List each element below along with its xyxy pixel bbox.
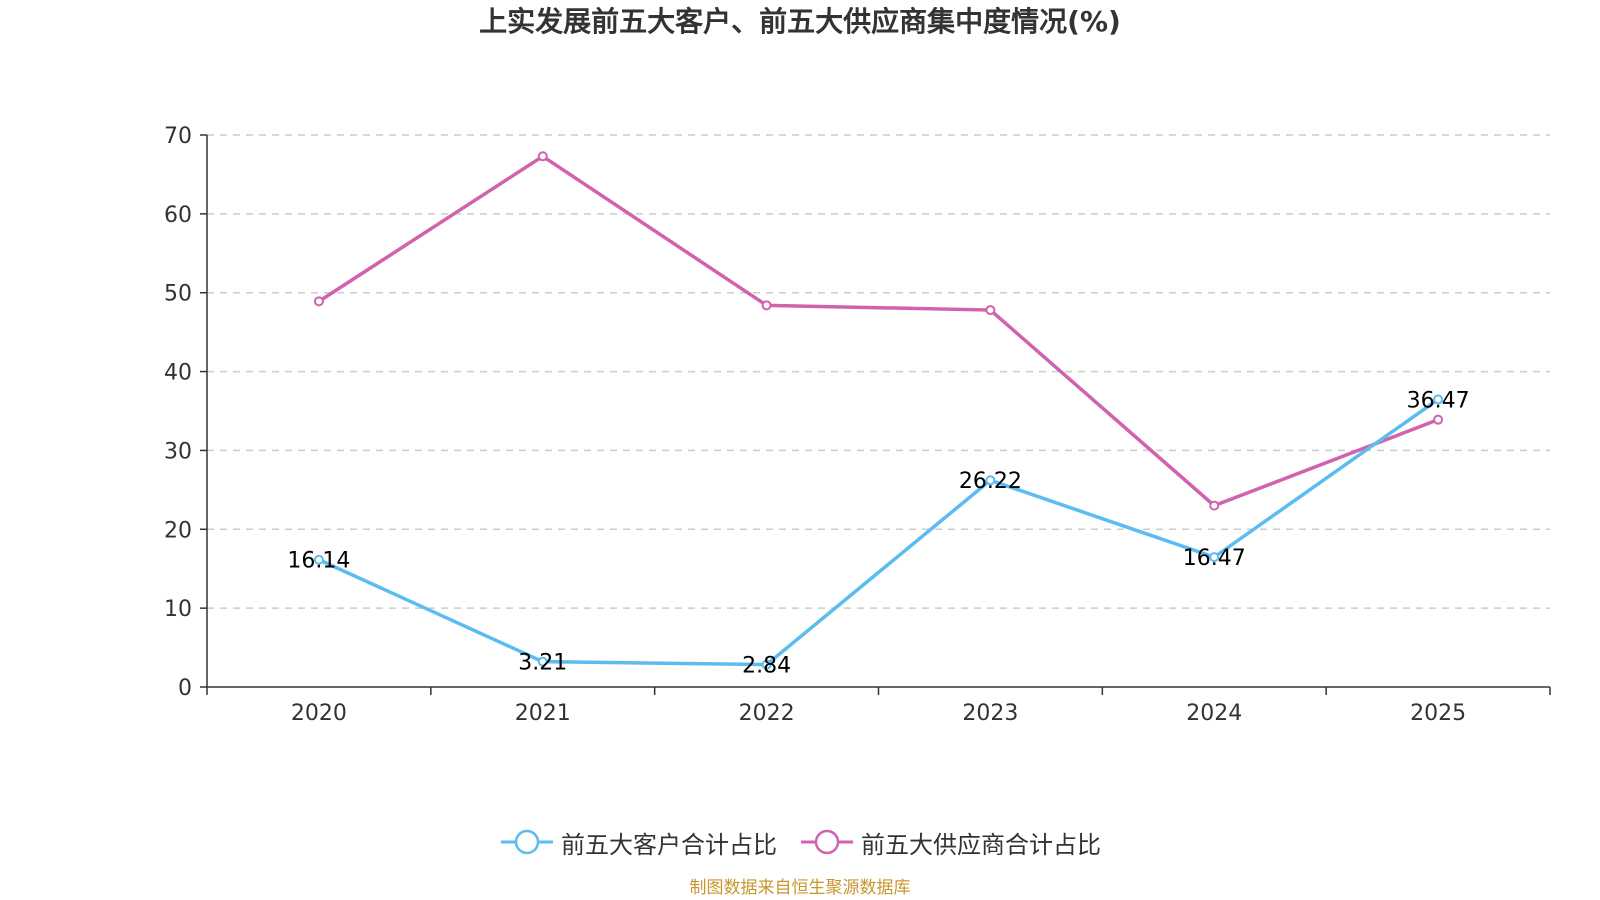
- x-tick-label: 2022: [739, 701, 795, 726]
- chart-title: 上实发展前五大客户、前五大供应商集中度情况(%): [479, 5, 1121, 38]
- data-point[interactable]: [761, 300, 772, 311]
- data-point[interactable]: [1209, 500, 1220, 511]
- data-label: 36.47: [1407, 388, 1470, 413]
- data-label: 16.14: [287, 549, 350, 574]
- x-tick-label: 2020: [291, 701, 347, 726]
- data-point[interactable]: [1433, 414, 1444, 425]
- y-tick-label: 30: [164, 439, 192, 464]
- data-point[interactable]: [985, 305, 996, 316]
- y-tick-label: 10: [164, 597, 192, 622]
- x-tick-label: 2024: [1186, 701, 1242, 726]
- data-point[interactable]: [313, 554, 324, 565]
- data-point[interactable]: [537, 151, 548, 162]
- y-tick-label: 50: [164, 282, 192, 307]
- y-tick-label: 0: [178, 676, 192, 701]
- y-tick-label: 20: [164, 518, 192, 543]
- legend-swatch-suppliers: [801, 829, 853, 855]
- legend-swatch-customers: [501, 829, 553, 855]
- legend-label-suppliers: 前五大供应商合计占比: [861, 830, 1101, 859]
- data-label: 2.84: [742, 654, 791, 679]
- x-tick-label: 2023: [962, 701, 1018, 726]
- y-tick-label: 70: [164, 124, 192, 149]
- y-tick-label: 40: [164, 361, 192, 386]
- series-line-0: [318, 397, 1440, 667]
- data-label: 16.47: [1183, 546, 1246, 571]
- data-label: 3.21: [518, 651, 567, 676]
- series-line-1: [317, 154, 1439, 508]
- data-point[interactable]: [1209, 552, 1220, 563]
- y-tick-label: 60: [164, 203, 192, 228]
- legend-label-customers: 前五大客户合计占比: [561, 830, 777, 859]
- legend: 前五大客户合计占比 前五大供应商合计占比: [0, 822, 1600, 862]
- data-point[interactable]: [313, 296, 324, 307]
- x-tick-label: 2025: [1410, 701, 1466, 726]
- x-tick-label: 2021: [515, 701, 571, 726]
- source-note: 制图数据来自恒生聚源数据库: [689, 878, 911, 898]
- data-point[interactable]: [537, 656, 548, 667]
- data-point[interactable]: [985, 475, 996, 486]
- data-point[interactable]: [761, 659, 772, 670]
- legend-item-customers[interactable]: 前五大客户合计占比: [499, 825, 777, 860]
- legend-item-suppliers[interactable]: 前五大供应商合计占比: [799, 825, 1101, 860]
- data-point[interactable]: [1433, 394, 1444, 405]
- data-label: 26.22: [959, 469, 1022, 494]
